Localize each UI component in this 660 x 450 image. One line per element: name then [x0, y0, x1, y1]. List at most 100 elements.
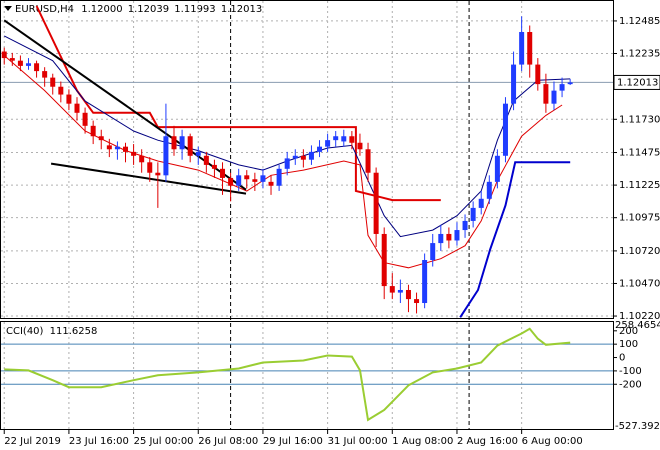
candle-body	[98, 136, 104, 141]
candle-body	[106, 145, 112, 150]
y-limit-label: 258.4654	[615, 320, 660, 331]
indicator-line	[50, 162, 247, 195]
candle-body	[527, 32, 533, 65]
candle-body	[365, 149, 371, 173]
candle-body	[42, 71, 48, 78]
y-tick-label: -100	[619, 366, 642, 377]
candle-body	[551, 90, 557, 104]
y-tick-label: 1.10975	[619, 213, 660, 224]
candle-body	[25, 63, 31, 66]
candle-body	[195, 151, 201, 156]
bid-label: 1.12013	[617, 77, 658, 88]
candle-body	[414, 299, 420, 304]
x-tick-label: 1 Aug 08:00	[392, 436, 453, 447]
x-tick-label: 26 Jul 08:00	[198, 436, 258, 447]
x-tick-label: 22 Jul 2019	[4, 436, 61, 447]
candle-body	[260, 175, 266, 182]
candle-body	[494, 155, 500, 182]
x-tick-label: 6 Aug 00:00	[522, 436, 583, 447]
y-tick-label: 1.11730	[619, 114, 660, 125]
high-label: 1.12039	[128, 4, 169, 15]
candle-body	[90, 125, 96, 137]
candle-body	[381, 233, 387, 287]
candle-body	[308, 151, 314, 160]
cci-title: CCI(40)	[6, 326, 44, 337]
candle-body	[171, 136, 177, 150]
candle-body	[341, 136, 347, 142]
candle-body	[179, 136, 185, 150]
candle-body	[430, 243, 436, 261]
candle-body	[446, 233, 452, 241]
candle-body	[438, 233, 444, 244]
candle-body	[486, 181, 492, 199]
candle-body	[470, 207, 476, 221]
candle-body	[82, 112, 88, 126]
candle-body	[74, 103, 80, 113]
candle-body	[373, 172, 379, 234]
y-limit-label: -527.3927	[615, 421, 660, 432]
candle-body	[502, 103, 508, 156]
cci-header: CCI(40) 111.6258	[6, 326, 97, 337]
y-tick-label: 100	[619, 339, 638, 350]
x-tick-label: 31 Jul 00:00	[328, 436, 388, 447]
y-tick-label: 1.11225	[619, 180, 660, 191]
candle-body	[462, 220, 468, 231]
y-tick-label: 1.10220	[619, 311, 660, 322]
candle-body	[422, 260, 428, 304]
menu-triangle	[4, 6, 12, 11]
y-tick-label: 0	[619, 353, 625, 364]
candle-body	[349, 136, 355, 143]
y-tick-label: 200	[619, 326, 638, 337]
candle-body	[268, 181, 274, 186]
y-tick-label: 1.12485	[619, 16, 660, 27]
candle-body	[317, 146, 323, 152]
candle-body	[228, 177, 234, 186]
candle-body	[357, 142, 363, 150]
candle-body	[114, 146, 120, 150]
candle-body	[203, 155, 209, 165]
y-tick-label: 1.12235	[619, 49, 660, 60]
cci-value: 111.6258	[50, 326, 98, 337]
candle-body	[511, 64, 517, 104]
candle-body	[211, 164, 217, 169]
candle-body	[559, 84, 565, 91]
candle-body	[519, 32, 525, 65]
candle-body	[58, 86, 64, 95]
candle-body	[139, 155, 145, 163]
symbol: EURUSD,H4	[15, 4, 74, 15]
candle-body	[187, 136, 193, 156]
candle-body	[276, 168, 282, 186]
candle-body	[454, 230, 460, 241]
candle-body	[147, 162, 153, 173]
candle-body	[244, 175, 250, 180]
candle-body	[567, 82, 573, 85]
indicator-line	[3, 55, 563, 269]
candle-body	[155, 172, 161, 176]
candle-body	[17, 60, 23, 66]
candle-body	[131, 151, 137, 156]
low-label: 1.11993	[174, 4, 215, 15]
candle-body	[300, 155, 306, 160]
candle-body	[9, 58, 15, 61]
candle-body	[1, 51, 7, 59]
candle-body	[123, 146, 129, 152]
close-label: 1.12013	[221, 4, 262, 15]
indicator-line	[4, 327, 571, 422]
chart-header: EURUSD,H4 1.12000 1.12039 1.11993 1.1201…	[15, 4, 262, 15]
candle-body	[405, 289, 411, 300]
bid-label-box	[613, 74, 660, 90]
y-tick-label: 1.11475	[619, 148, 660, 159]
candle-body	[543, 84, 549, 104]
candle-body	[34, 63, 40, 72]
candle-body	[50, 77, 56, 87]
candle-body	[397, 289, 403, 293]
x-tick-label: 23 Jul 16:00	[69, 436, 129, 447]
x-tick-label: 25 Jul 00:00	[134, 436, 194, 447]
y-tick-label: -200	[619, 379, 642, 390]
candle-body	[66, 94, 72, 104]
y-tick-label: 1.10720	[619, 246, 660, 257]
x-tick-label: 29 Jul 16:00	[263, 436, 323, 447]
candle-body	[292, 155, 298, 159]
open-label: 1.12000	[81, 4, 122, 15]
